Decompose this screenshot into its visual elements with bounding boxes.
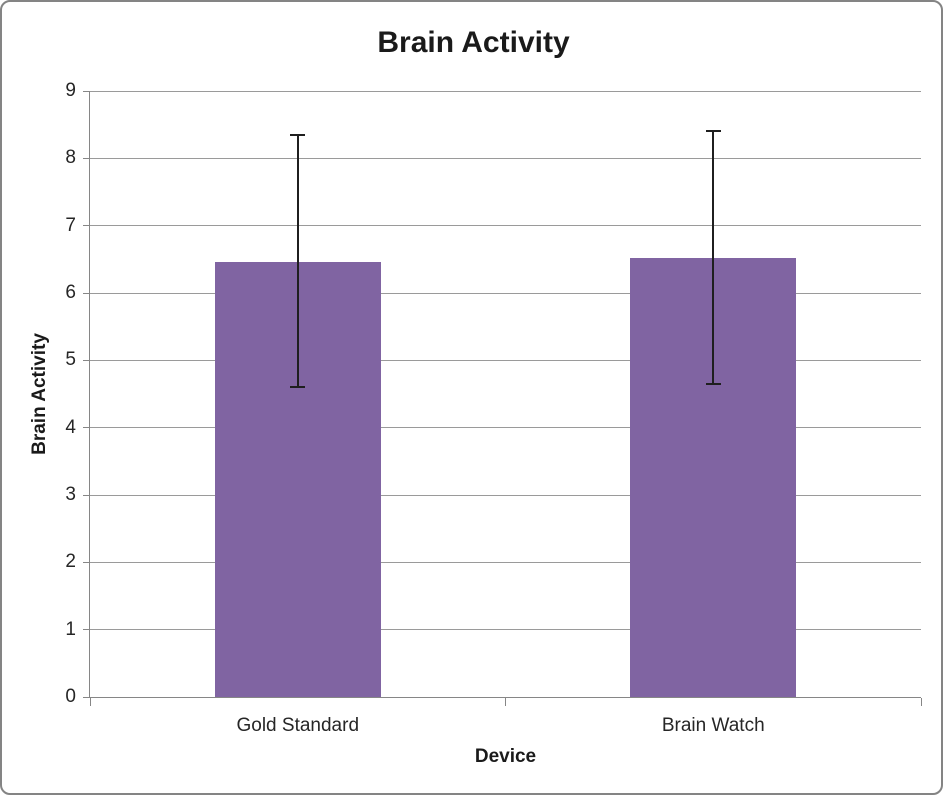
- category-label-gold-standard: Gold Standard: [236, 715, 360, 736]
- error-bar-cap-top-1: [705, 129, 721, 132]
- y-tick-label-2: 2: [65, 551, 76, 573]
- gridline-3: [90, 494, 921, 496]
- error-bar-cap-bottom-0: [290, 385, 306, 388]
- error-bar-line-1: [712, 130, 715, 384]
- y-tick-mark-9: [83, 90, 90, 92]
- gridline-1: [90, 629, 921, 631]
- error-bar-line-0: [296, 134, 299, 387]
- error-bar-cap-top-0: [290, 133, 306, 136]
- gridline-7: [90, 225, 921, 227]
- y-tick-label-1: 1: [65, 618, 76, 640]
- y-tick-label-8: 8: [65, 147, 76, 169]
- x-axis-line: [89, 697, 921, 698]
- y-tick-label-3: 3: [65, 484, 76, 505]
- y-tick-label-0: 0: [65, 686, 76, 707]
- y-tick-mark-7: [83, 225, 90, 227]
- y-tick-mark-8: [83, 157, 90, 159]
- gridline-8: [90, 157, 921, 159]
- x-axis-title: Device: [474, 746, 537, 767]
- y-axis-title: Brain Activity: [26, 91, 54, 697]
- y-tick-mark-3: [83, 494, 90, 496]
- error-bar-cap-bottom-1: [705, 382, 721, 385]
- y-tick-mark-6: [83, 292, 90, 294]
- plot-area: [83, 90, 922, 706]
- y-tick-label-9: 9: [65, 80, 76, 101]
- category-label-brain-watch: Brain Watch: [661, 715, 765, 736]
- y-tick-label-7: 7: [65, 214, 76, 236]
- x-tick-mark-2: [920, 698, 922, 706]
- y-tick-mark-1: [83, 629, 90, 631]
- y-tick-label-6: 6: [65, 282, 76, 303]
- y-tick-mark-4: [83, 427, 90, 429]
- y-axis-line: [89, 91, 90, 697]
- y-tick-label-5: 5: [65, 349, 76, 371]
- gridline-2: [90, 561, 921, 563]
- y-tick-mark-5: [83, 359, 90, 361]
- gridline-4: [90, 427, 921, 429]
- y-tick-mark-2: [83, 561, 90, 563]
- y-tick-label-4: 4: [65, 416, 76, 438]
- x-tick-mark-1: [505, 698, 506, 706]
- gridline-5: [90, 359, 921, 361]
- chart-title: Brain Activity: [377, 26, 570, 59]
- y-tick-mark-0: [83, 696, 90, 698]
- gridline-6: [90, 292, 921, 294]
- gridline-9: [90, 90, 921, 92]
- x-tick-mark-0: [89, 698, 91, 706]
